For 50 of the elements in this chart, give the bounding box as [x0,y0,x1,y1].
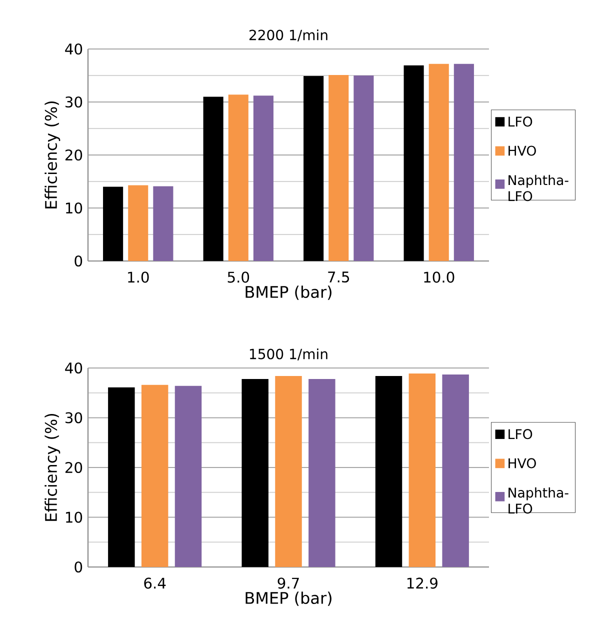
bar [128,185,148,261]
y-tick-label: 10 [66,202,82,214]
legend-label: LFO [508,116,532,127]
bar [253,96,274,261]
chart-title: 2200 1/min [249,29,328,42]
bar [375,376,402,567]
bar [174,386,202,567]
y-tick-label: 0 [74,255,82,267]
bar [304,76,324,261]
bar [454,64,474,261]
legend-label: Naphtha-LFO [508,174,568,202]
legend-label: Naphtha-LFO [508,487,568,514]
bar [203,96,224,261]
y-axis-title: Efficiency (%) [44,101,60,208]
x-tick-label: 9.7 [278,578,299,589]
bar [108,387,135,567]
bar [404,65,424,261]
y-tick-label: 40 [65,362,82,374]
x-tick-label: 10.0 [424,272,454,283]
x-tick-label: 6.4 [144,578,166,589]
y-tick-label: 30 [66,96,82,108]
x-axis-title: BMEP (bar) [246,592,332,606]
bar [275,376,302,567]
bar [408,373,436,567]
bar [103,186,124,261]
x-tick-label: 12.9 [407,578,438,589]
y-tick-label: 40 [65,43,82,55]
legend-label: HVO [508,146,536,156]
x-axis-title: BMEP (bar) [246,286,332,300]
y-tick-label: 20 [65,462,82,474]
y-tick-label: 0 [74,561,82,573]
x-tick-label: 5.0 [228,272,250,283]
bar [242,378,268,567]
y-tick-label: 20 [65,149,82,161]
bar [442,374,469,567]
chart-title: 1500 1/min [250,348,328,360]
legend-label: HVO [508,458,536,468]
bar [328,74,349,261]
bar [354,76,374,261]
legend-label: LFO [508,429,532,440]
y-axis-title: Efficiency (%) [44,414,60,521]
y-tick-label: 10 [66,512,82,523]
x-tick-label: 7.5 [328,272,349,283]
bar [228,94,248,261]
bar [308,378,336,567]
bar [153,186,174,261]
y-tick-label: 30 [66,412,82,424]
bar [141,384,168,567]
x-tick-label: 1.0 [128,272,149,283]
bar [428,64,449,261]
